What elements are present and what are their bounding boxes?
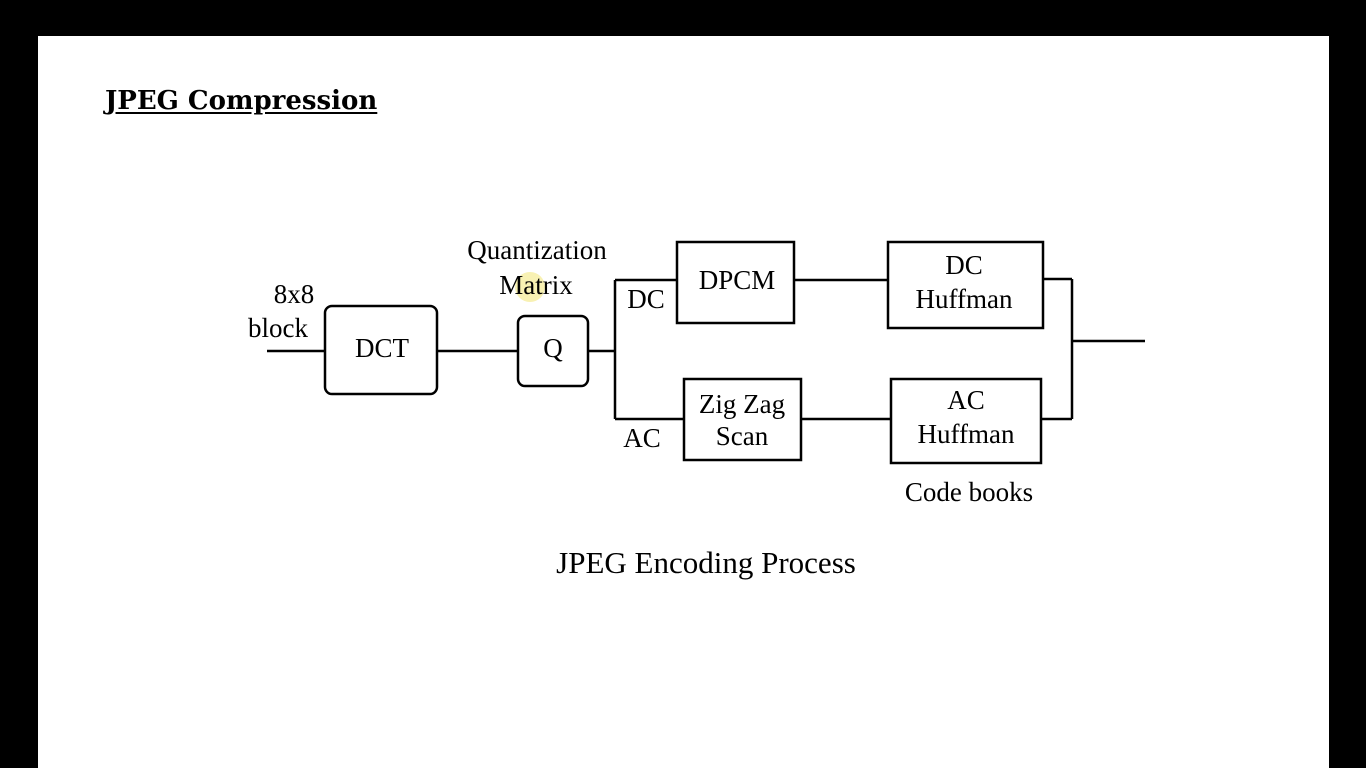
ac-branch-label: AC bbox=[623, 423, 661, 453]
jpeg-encoding-diagram: DCT Q DPCM Zig Zag Scan DC Huffman AC Hu… bbox=[248, 235, 1145, 580]
ac-huffman-label-line2: Huffman bbox=[918, 419, 1015, 449]
dc-branch-label: DC bbox=[627, 284, 665, 314]
quantization-label-line1: Quantization bbox=[467, 235, 607, 265]
input-label-line1: 8x8 bbox=[274, 279, 315, 309]
dct-label: DCT bbox=[355, 333, 410, 363]
cursor-highlight bbox=[515, 272, 545, 302]
page-title: JPEG Compression bbox=[105, 86, 378, 116]
dc-huffman-block bbox=[886, 240, 1045, 330]
diagram-caption: JPEG Encoding Process bbox=[556, 545, 856, 580]
zigzag-label-line1: Zig Zag bbox=[699, 389, 785, 419]
dct-block bbox=[323, 304, 439, 396]
zigzag-block bbox=[682, 377, 803, 462]
codebooks-label: Code books bbox=[905, 477, 1033, 507]
q-label: Q bbox=[543, 333, 563, 363]
dc-huffman-label-line2: Huffman bbox=[916, 284, 1013, 314]
input-label-line2: block bbox=[248, 313, 308, 343]
quantization-label-line2: Matrix bbox=[499, 270, 573, 300]
slide-page: JPEG Compression DCT bbox=[38, 36, 1329, 768]
dpcm-label: DPCM bbox=[699, 265, 776, 295]
zigzag-label-line2: Scan bbox=[716, 421, 769, 451]
ac-huffman-block bbox=[889, 377, 1043, 465]
dc-huffman-label-line1: DC bbox=[945, 250, 983, 280]
q-block bbox=[516, 314, 590, 388]
ac-huffman-label-line1: AC bbox=[947, 385, 985, 415]
dpcm-block bbox=[675, 240, 796, 325]
